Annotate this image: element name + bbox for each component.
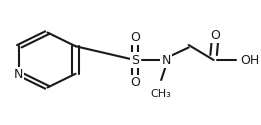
- Text: OH: OH: [240, 54, 259, 66]
- Text: O: O: [130, 31, 140, 44]
- Text: N: N: [13, 68, 23, 81]
- Text: O: O: [130, 76, 140, 89]
- Text: N: N: [162, 54, 171, 66]
- Text: O: O: [210, 29, 220, 42]
- Text: S: S: [131, 54, 139, 66]
- Text: CH₃: CH₃: [151, 89, 171, 99]
